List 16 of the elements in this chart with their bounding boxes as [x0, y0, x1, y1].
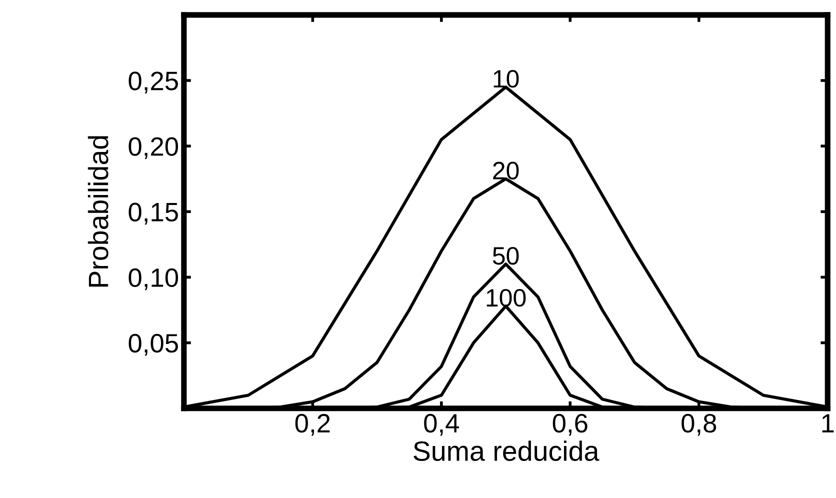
x-axis-title: Suma reducida — [414, 440, 600, 461]
series-label: 50 — [492, 247, 519, 265]
x-tick-label: 1 — [822, 414, 834, 432]
series-label: 100 — [486, 288, 526, 307]
x-tick-label: 0,4 — [424, 414, 459, 436]
y-tick-label: 0,15 — [128, 202, 178, 225]
y-tick-label: 0,05 — [128, 334, 178, 356]
x-tick-label: 0,8 — [682, 414, 716, 436]
series-label: 10 — [494, 70, 519, 88]
y-tick-label: 0,25 — [128, 72, 178, 94]
series-label: 20 — [493, 162, 519, 180]
y-tick-label: 0,20 — [128, 137, 178, 160]
x-tick-label: 0,2 — [295, 414, 330, 436]
x-tick-label: 0,6 — [552, 414, 588, 436]
y-tick-label: 0,10 — [128, 268, 178, 290]
y-axis-title: Probabilidad — [88, 136, 108, 287]
